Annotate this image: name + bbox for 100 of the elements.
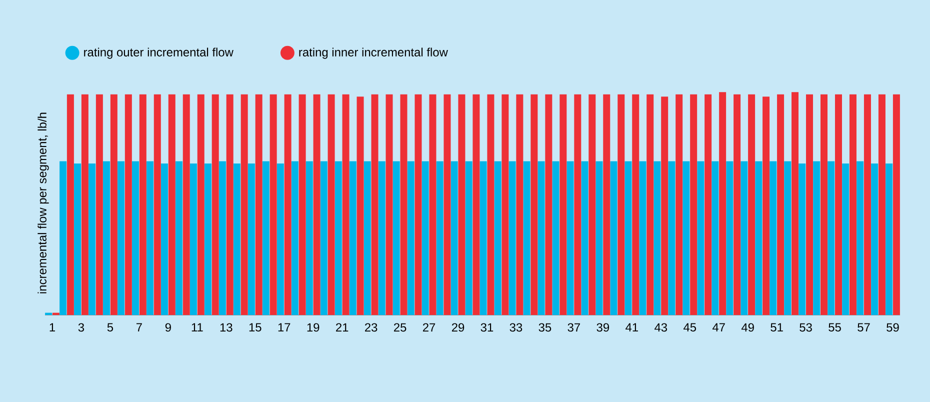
bar bbox=[364, 161, 371, 315]
bar bbox=[740, 161, 748, 315]
bar bbox=[96, 94, 103, 315]
bar bbox=[856, 161, 864, 315]
bar bbox=[820, 94, 828, 315]
x-tick-label: 35 bbox=[538, 323, 552, 332]
bar bbox=[624, 161, 632, 315]
x-tick-label: 31 bbox=[480, 323, 494, 332]
bar bbox=[690, 94, 698, 315]
bar bbox=[502, 94, 509, 315]
bar bbox=[777, 94, 784, 315]
bar bbox=[371, 94, 378, 315]
bar bbox=[320, 161, 328, 315]
bar bbox=[588, 94, 596, 315]
bar bbox=[734, 94, 741, 315]
bar bbox=[828, 161, 835, 315]
bar bbox=[697, 161, 704, 315]
bar bbox=[328, 94, 335, 315]
bar bbox=[480, 161, 487, 315]
bar bbox=[494, 161, 502, 315]
bar bbox=[175, 161, 182, 315]
bar bbox=[892, 94, 900, 315]
bar bbox=[472, 94, 480, 315]
bar bbox=[581, 161, 588, 315]
bar bbox=[864, 94, 871, 315]
bar bbox=[682, 161, 690, 315]
x-tick-label: 11 bbox=[192, 323, 203, 332]
bar bbox=[182, 94, 190, 315]
bar bbox=[566, 161, 574, 315]
bar bbox=[792, 92, 799, 315]
x-tick-label: 5 bbox=[107, 323, 114, 332]
bar bbox=[139, 94, 146, 315]
x-tick-label: 57 bbox=[858, 323, 870, 332]
bar bbox=[552, 161, 560, 315]
x-tick-label: 9 bbox=[165, 323, 171, 332]
bar bbox=[349, 161, 356, 315]
bar bbox=[719, 92, 726, 315]
bar bbox=[81, 94, 88, 315]
bar bbox=[886, 163, 893, 315]
bar bbox=[356, 96, 364, 315]
bar bbox=[160, 163, 168, 315]
bar bbox=[661, 96, 668, 315]
bar bbox=[436, 161, 444, 315]
x-tick-label: 49 bbox=[741, 323, 754, 332]
x-tick-label: 55 bbox=[828, 323, 841, 332]
x-tick-label: 1 bbox=[50, 323, 55, 332]
bar bbox=[255, 94, 262, 315]
x-tick-label: 19 bbox=[307, 323, 320, 332]
bar bbox=[233, 163, 240, 315]
bar bbox=[444, 94, 451, 315]
legend-label: rating outer incremental flow bbox=[84, 48, 234, 59]
bar bbox=[676, 94, 683, 315]
bar bbox=[871, 163, 878, 315]
bar bbox=[124, 94, 132, 315]
x-tick-label: 37 bbox=[568, 323, 580, 332]
bar bbox=[726, 161, 734, 315]
bar bbox=[298, 94, 306, 315]
bar bbox=[212, 94, 219, 315]
bar bbox=[712, 161, 719, 315]
bar bbox=[378, 161, 386, 315]
bar bbox=[704, 94, 712, 315]
bar bbox=[813, 161, 820, 315]
bar bbox=[226, 94, 234, 315]
bar bbox=[386, 94, 393, 315]
bar bbox=[487, 94, 494, 315]
bar bbox=[88, 163, 96, 315]
bar bbox=[154, 94, 161, 315]
x-tick-label: 27 bbox=[422, 323, 436, 332]
bar bbox=[806, 94, 814, 315]
bar bbox=[190, 163, 197, 315]
bar bbox=[414, 94, 422, 315]
x-tick-label: 15 bbox=[249, 323, 262, 332]
bar bbox=[523, 161, 530, 315]
bar bbox=[204, 163, 212, 315]
bar bbox=[755, 161, 762, 315]
bar bbox=[878, 94, 886, 315]
bar bbox=[240, 94, 248, 315]
bar bbox=[538, 161, 545, 315]
bar bbox=[618, 94, 625, 315]
bar bbox=[276, 163, 284, 315]
bar bbox=[798, 163, 806, 315]
x-tick-label: 29 bbox=[452, 323, 464, 332]
x-tick-label: 33 bbox=[510, 323, 522, 332]
bar bbox=[118, 161, 125, 315]
x-tick-label: 21 bbox=[336, 323, 348, 332]
bar bbox=[762, 96, 770, 315]
bar bbox=[596, 161, 603, 315]
bar bbox=[400, 94, 408, 315]
x-tick-label: 7 bbox=[136, 323, 142, 332]
bar bbox=[632, 94, 640, 315]
bar bbox=[516, 94, 524, 315]
x-tick-label: 47 bbox=[712, 323, 725, 332]
bar bbox=[197, 94, 204, 315]
bar bbox=[849, 94, 856, 315]
bar bbox=[168, 94, 176, 315]
bar bbox=[450, 161, 458, 315]
bar bbox=[465, 161, 472, 315]
x-tick-label: 23 bbox=[365, 323, 378, 332]
bar bbox=[60, 161, 67, 315]
x-tick-label: 43 bbox=[654, 323, 668, 332]
